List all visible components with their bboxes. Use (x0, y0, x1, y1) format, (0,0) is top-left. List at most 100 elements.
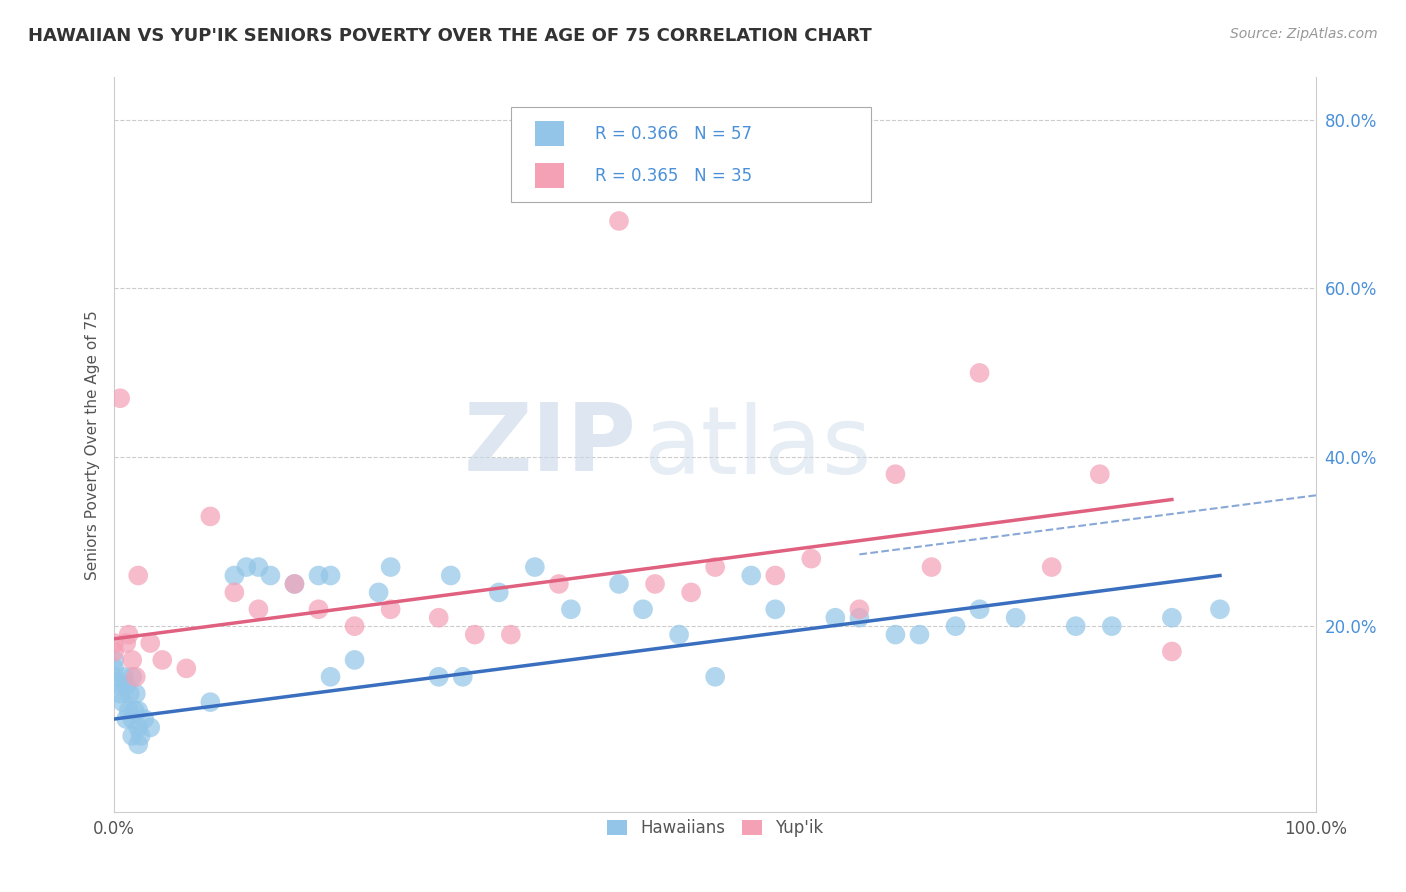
Point (884, 467, 907, 482)
Point (560, 602, 582, 616)
Point (108, 678, 131, 692)
Point (283, 577, 305, 591)
Point (1101, 619, 1123, 633)
Point (103, 644, 125, 658)
Point (921, 560, 943, 574)
Point (1209, 602, 1232, 616)
Point (1160, 644, 1182, 658)
Point (427, 611, 450, 625)
Bar (534, 162, 564, 188)
Y-axis label: Seniors Poverty Over the Age of 75: Seniors Poverty Over the Age of 75 (86, 310, 100, 580)
Point (118, 687, 141, 701)
Point (763, 568, 786, 582)
Point (121, 670, 143, 684)
Point (235, 560, 257, 574)
Point (121, 712, 143, 726)
Point (343, 619, 366, 633)
Point (1064, 619, 1087, 633)
Point (115, 678, 138, 692)
Point (740, 568, 762, 582)
Point (380, 602, 402, 616)
Point (125, 687, 148, 701)
Point (367, 585, 389, 599)
Point (848, 611, 870, 625)
Point (200, 695, 222, 709)
Point (1088, 467, 1111, 482)
Point (631, 602, 654, 616)
Point (103, 653, 125, 667)
Text: HAWAIIAN VS YUP'IK SENIORS POVERTY OVER THE AGE OF 75 CORRELATION CHART: HAWAIIAN VS YUP'IK SENIORS POVERTY OVER … (28, 27, 872, 45)
Point (308, 568, 330, 582)
Point (127, 704, 149, 718)
Point (607, 577, 630, 591)
Point (884, 627, 907, 641)
Point (848, 602, 870, 616)
Point (763, 602, 786, 616)
Point (969, 366, 991, 380)
Point (127, 721, 149, 735)
Point (139, 636, 162, 650)
Point (108, 391, 131, 405)
Point (319, 568, 342, 582)
Point (176, 661, 198, 675)
Point (451, 670, 474, 684)
Point (117, 627, 139, 641)
Point (681, 585, 703, 599)
Point (523, 560, 546, 574)
Point (259, 568, 281, 582)
Point (247, 602, 270, 616)
Point (115, 636, 138, 650)
Point (127, 737, 149, 751)
Point (440, 568, 463, 582)
Point (134, 712, 156, 726)
Point (103, 670, 125, 684)
Text: R = 0.366   N = 57: R = 0.366 N = 57 (595, 125, 752, 143)
FancyBboxPatch shape (510, 107, 872, 202)
Point (108, 687, 131, 701)
Point (200, 509, 222, 524)
Point (800, 551, 823, 566)
Point (129, 729, 152, 743)
Point (124, 704, 146, 718)
Text: ZIP: ZIP (464, 399, 637, 491)
Point (824, 611, 846, 625)
Point (1160, 611, 1182, 625)
Point (127, 568, 149, 582)
Point (488, 585, 510, 599)
Point (548, 577, 571, 591)
Point (1040, 560, 1063, 574)
Point (499, 627, 522, 641)
Legend: Hawaiians, Yup'ik: Hawaiians, Yup'ik (600, 813, 830, 844)
Point (969, 602, 991, 616)
Point (668, 627, 690, 641)
Point (224, 568, 246, 582)
Point (121, 729, 143, 743)
Text: atlas: atlas (643, 402, 872, 494)
Point (343, 653, 366, 667)
Point (319, 670, 342, 684)
Point (150, 653, 173, 667)
Point (1004, 611, 1026, 625)
Text: R = 0.365   N = 35: R = 0.365 N = 35 (595, 167, 752, 185)
Point (308, 602, 330, 616)
Point (103, 661, 125, 675)
Point (464, 627, 486, 641)
Point (224, 585, 246, 599)
Point (283, 577, 305, 591)
Point (121, 653, 143, 667)
Point (112, 670, 135, 684)
Point (139, 721, 162, 735)
Point (427, 670, 450, 684)
Point (111, 695, 134, 709)
Point (908, 627, 931, 641)
Point (644, 577, 666, 591)
Point (945, 619, 967, 633)
Point (607, 214, 630, 228)
Text: Source: ZipAtlas.com: Source: ZipAtlas.com (1230, 27, 1378, 41)
Point (704, 670, 727, 684)
Point (125, 670, 148, 684)
Point (380, 560, 402, 574)
Point (103, 636, 125, 650)
Point (704, 560, 727, 574)
Point (247, 560, 270, 574)
